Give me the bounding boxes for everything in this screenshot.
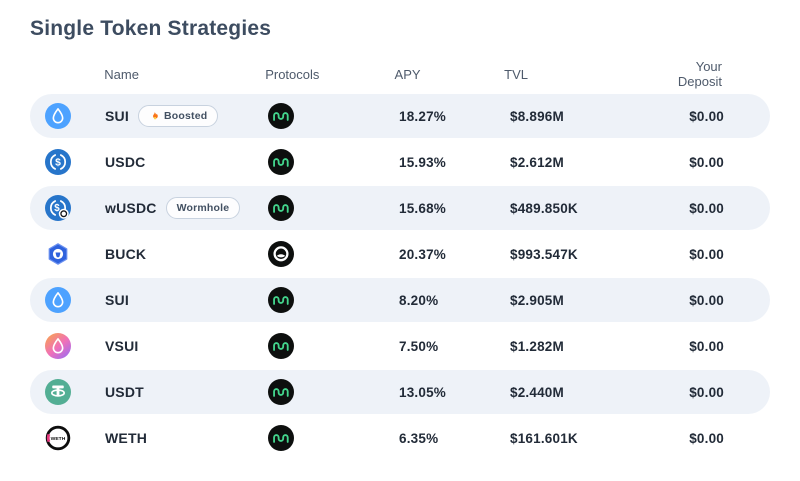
table-body: SUI Boosted 18.27% $8.896M $0.00 $ USDC … [30, 94, 770, 460]
token-icon-cell [30, 379, 105, 405]
token-icon-cell [30, 287, 105, 313]
token-icon-cell: $ [30, 195, 105, 221]
apy-value: 7.50% [399, 338, 439, 354]
token-icon-cell [30, 103, 105, 129]
token-icon [45, 241, 71, 267]
svg-text:WETH: WETH [51, 436, 66, 442]
protocol-cell [268, 195, 399, 221]
single-token-strategies-page: Single Token Strategies Name Protocols A… [30, 17, 770, 460]
column-header-your-deposit: Your Deposit [677, 59, 722, 89]
protocol-icon [268, 103, 294, 129]
token-name: VSUI [105, 338, 139, 354]
page-title: Single Token Strategies [30, 17, 272, 40]
deposit-value: $0.00 [689, 292, 724, 308]
token-name-cell: SUI [105, 292, 268, 308]
strategy-row[interactable]: WETH WETH 6.35% $161.601K $0.00 [30, 416, 770, 460]
protocol-cell [268, 149, 399, 175]
token-name: wUSDC [105, 200, 157, 216]
column-header-tvl: TVL [504, 66, 528, 82]
deposit-value: $0.00 [689, 200, 724, 216]
strategy-row[interactable]: VSUI 7.50% $1.282M $0.00 [30, 324, 770, 368]
strategy-row[interactable]: $ USDC 15.93% $2.612M $0.00 [30, 140, 770, 184]
flame-icon [149, 111, 160, 122]
protocol-icon [268, 333, 294, 359]
strategy-row[interactable]: BUCK 20.37% $993.547K $0.00 [30, 232, 770, 276]
deposit-value: $0.00 [689, 108, 724, 124]
token-icon: $ [45, 149, 71, 175]
protocol-icon [268, 425, 294, 451]
token-icon-cell: $ [30, 149, 105, 175]
token-name-cell: BUCK [105, 246, 268, 262]
tvl-value: $2.440M [510, 384, 564, 400]
apy-value: 18.27% [399, 108, 446, 124]
tvl-value: $993.547K [510, 246, 578, 262]
token-icon: WETH [45, 425, 71, 451]
strategy-row[interactable]: USDT 13.05% $2.440M $0.00 [30, 370, 770, 414]
tvl-value: $1.282M [510, 338, 564, 354]
token-name: SUI [105, 108, 129, 124]
strategy-row[interactable]: SUI Boosted 18.27% $8.896M $0.00 [30, 94, 770, 138]
token-name-cell: SUI Boosted [105, 105, 268, 127]
badge-label: Wormhole [176, 202, 230, 214]
column-header-protocols: Protocols [265, 66, 320, 82]
protocol-cell [268, 241, 399, 267]
protocol-cell [268, 287, 399, 313]
tvl-value: $161.601K [510, 430, 578, 446]
apy-value: 15.93% [399, 154, 446, 170]
token-name-cell: wUSDC Wormhole [105, 197, 268, 219]
apy-value: 13.05% [399, 384, 446, 400]
tvl-value: $489.850K [510, 200, 578, 216]
token-icon-cell [30, 333, 105, 359]
protocol-icon [268, 195, 294, 221]
protocol-icon [268, 149, 294, 175]
apy-value: 6.35% [399, 430, 439, 446]
token-name: BUCK [105, 246, 147, 262]
strategy-row[interactable]: $ wUSDC Wormhole 15.68% $489.850K $0.00 [30, 186, 770, 230]
deposit-value: $0.00 [689, 154, 724, 170]
deposit-value: $0.00 [689, 384, 724, 400]
token-icon-cell: WETH [30, 425, 105, 451]
deposit-value: $0.00 [689, 338, 724, 354]
svg-text:$: $ [54, 203, 60, 214]
column-header-name: Name [104, 66, 139, 82]
token-name: USDC [105, 154, 146, 170]
apy-value: 15.68% [399, 200, 446, 216]
tvl-value: $2.905M [510, 292, 564, 308]
tvl-value: $8.896M [510, 108, 564, 124]
token-name: SUI [105, 292, 129, 308]
column-header-apy: APY [394, 66, 421, 82]
token-name-cell: USDT [105, 384, 268, 400]
strategy-row[interactable]: SUI 8.20% $2.905M $0.00 [30, 278, 770, 322]
token-icon [45, 103, 71, 129]
badge-label: Boosted [163, 110, 208, 122]
table-header-row: Name Protocols APY TVL Your Deposit [30, 59, 770, 89]
svg-text:$: $ [55, 158, 61, 169]
protocol-icon [268, 287, 294, 313]
protocol-cell [268, 333, 399, 359]
protocol-icon [268, 379, 294, 405]
token-badge: Wormhole [165, 197, 241, 219]
token-icon [45, 287, 71, 313]
token-icon-cell [30, 241, 105, 267]
token-name: WETH [105, 430, 148, 446]
token-badge: Boosted [137, 105, 219, 127]
deposit-value: $0.00 [689, 246, 724, 262]
token-name-cell: WETH [105, 430, 268, 446]
strategies-table: Name Protocols APY TVL Your Deposit SUI … [30, 59, 770, 460]
token-name-cell: VSUI [105, 338, 268, 354]
protocol-cell [268, 103, 399, 129]
deposit-value: $0.00 [689, 430, 724, 446]
protocol-icon [268, 241, 294, 267]
token-icon [45, 333, 71, 359]
apy-value: 8.20% [399, 292, 439, 308]
protocol-cell [268, 379, 399, 405]
apy-value: 20.37% [399, 246, 446, 262]
token-icon: $ [45, 195, 71, 221]
tvl-value: $2.612M [510, 154, 564, 170]
token-name: USDT [105, 384, 144, 400]
token-name-cell: USDC [105, 154, 268, 170]
protocol-cell [268, 425, 399, 451]
token-icon [45, 379, 71, 405]
